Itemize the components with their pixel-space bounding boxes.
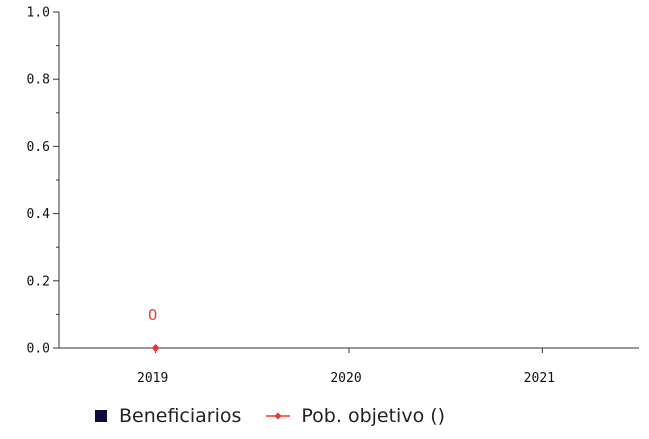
- data-point: [151, 344, 160, 352]
- y-tick-label: 0.8: [27, 73, 50, 88]
- x-tick-label: 2020: [330, 371, 361, 386]
- y-tick-label: 0.0: [27, 342, 50, 357]
- y-tick-label: 0.4: [27, 207, 51, 222]
- legend-swatch-beneficiarios: [95, 410, 107, 422]
- chart-area: 0.0 0.2 0.4 0.6 0.8 1.0 2019 2020 2021 0: [27, 6, 639, 386]
- legend-label-beneficiarios: Beneficiarios: [119, 405, 242, 427]
- legend: Beneficiarios Pob. objetivo (): [95, 405, 469, 427]
- x-tick-label: 2019: [137, 371, 168, 386]
- y-tick-label: 0.6: [27, 140, 50, 155]
- y-tick-label: 0.2: [27, 274, 50, 289]
- legend-item-pob-objetivo: Pob. objetivo (): [265, 405, 445, 427]
- y-tick-label: 1.0: [27, 6, 50, 21]
- legend-label-pob-objetivo: Pob. objetivo (): [301, 405, 446, 427]
- data-label: 0: [148, 306, 158, 324]
- legend-swatch-pob-objetivo: [266, 412, 291, 420]
- x-tick-label: 2021: [524, 371, 555, 386]
- legend-item-beneficiarios: Beneficiarios: [95, 405, 241, 427]
